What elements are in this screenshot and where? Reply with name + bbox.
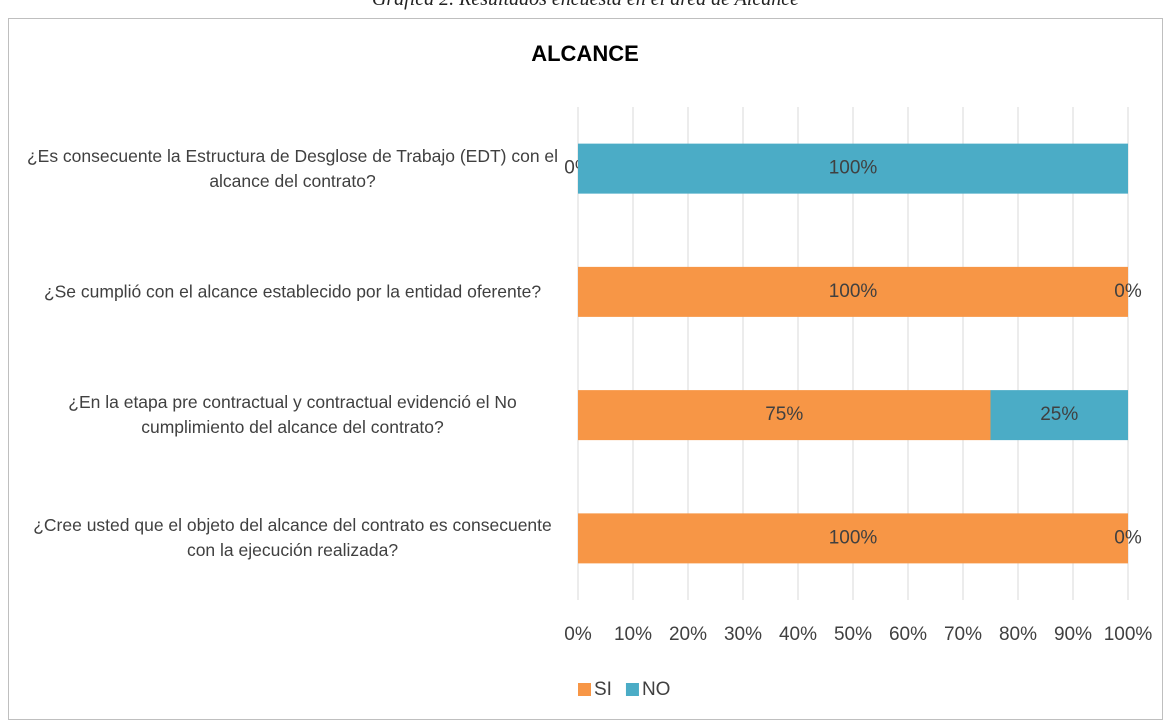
data-label: 100% [829,527,878,548]
data-label: 0% [1114,527,1142,548]
bar-segment [578,266,1128,317]
legend-label: SI [594,679,612,700]
y-tick-label: ¿Es consecuente la Estructura de Desglos… [26,145,559,191]
x-tick-label: 50% [834,624,872,645]
y-tick-label: ¿En la etapa pre contractual y contractu… [68,392,517,438]
x-tick-label: 90% [1054,624,1092,645]
caption: Gráfica 2. Resultados encuesta en el áre… [0,0,1171,11]
legend-swatch [578,683,591,696]
bar-segment [990,390,1128,441]
chart-title: ALCANCE [531,41,639,66]
x-tick-label: 60% [889,624,927,645]
bar-segment [578,390,991,441]
x-tick-label: 10% [614,624,652,645]
data-label: 25% [1040,404,1078,425]
x-tick-label: 80% [999,624,1037,645]
x-tick-label: 70% [944,624,982,645]
x-tick-label: 30% [724,624,762,645]
bar-segment [578,143,1128,194]
x-tick-label: 100% [1104,624,1153,645]
x-tick-label: 40% [779,624,817,645]
y-tick-label: ¿Cree usted que el objeto del alcance de… [33,515,552,561]
data-label: 100% [829,158,878,179]
legend-swatch [625,683,639,696]
data-label: 0% [1114,281,1142,302]
chart-frame [8,18,1163,720]
bar-segment [578,513,1128,564]
x-tick-label: 20% [669,624,707,645]
data-label: 100% [829,281,878,302]
data-label: 75% [765,404,803,425]
y-tick-label: ¿Se cumplió con el alcance establecido p… [43,281,542,302]
legend-label: NO [642,679,671,700]
x-tick-label: 0% [564,624,592,645]
